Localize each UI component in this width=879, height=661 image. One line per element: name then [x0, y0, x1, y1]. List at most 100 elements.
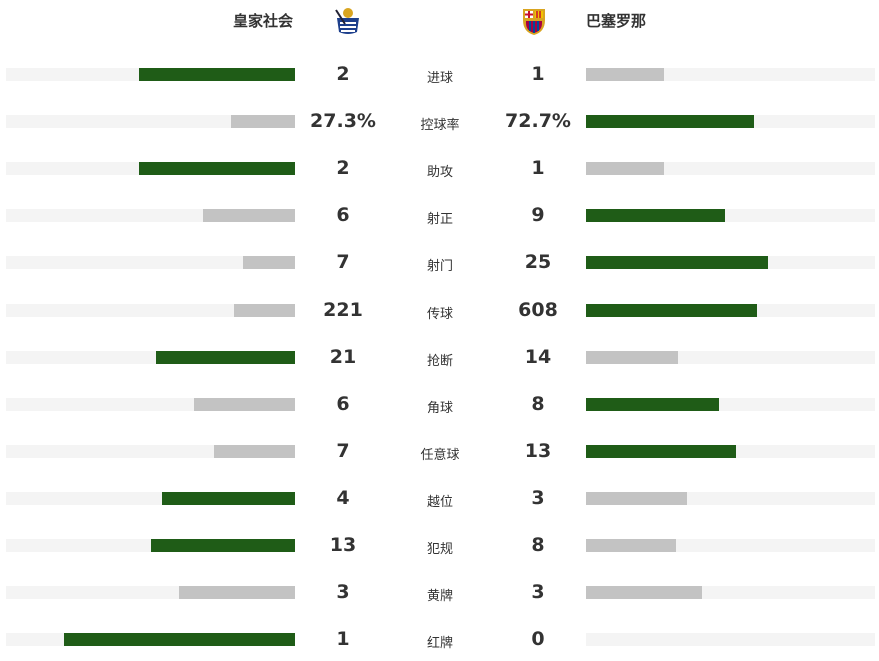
barcelona-logo-icon [523, 9, 545, 35]
home-value: 6 [336, 392, 350, 415]
home-value: 221 [323, 298, 363, 321]
away-bar-fill [586, 539, 676, 552]
home-value: 2 [336, 157, 350, 180]
home-bar-fill [202, 209, 295, 223]
home-value: 3 [336, 581, 350, 604]
home-value: 1 [336, 628, 350, 651]
away-bar-track [586, 162, 875, 176]
away-value: 3 [531, 486, 545, 509]
stat-label: 控球率 [420, 118, 460, 134]
away-bar-track [586, 209, 875, 223]
away-bar-track [586, 68, 875, 81]
away-bar-track [586, 350, 875, 364]
home-value: 27.3% [310, 110, 376, 133]
away-value: 25 [524, 251, 552, 274]
stat-row: 6 射正 9 [0, 204, 879, 227]
away-team-name: 巴塞罗那 [586, 12, 647, 30]
stat-row: 3 黄牌 3 [0, 581, 879, 605]
stat-row: 13 犯规 8 [0, 534, 879, 557]
away-value: 608 [518, 298, 558, 321]
stat-label: 助攻 [426, 165, 453, 181]
home-bar-fill [234, 303, 295, 317]
home-bar-fill [242, 256, 295, 270]
stat-label: 角球 [426, 400, 453, 416]
home-team-name: 皇家社会 [233, 12, 294, 30]
away-value: 14 [524, 345, 552, 368]
home-bar-fill [162, 491, 295, 505]
stat-row: 7 射门 25 [0, 251, 879, 274]
away-bar-fill [586, 586, 702, 600]
home-value: 4 [336, 486, 350, 509]
home-bar-fill [193, 397, 295, 411]
home-value: 7 [336, 439, 350, 462]
home-bar-track [6, 303, 295, 317]
real-sociedad-logo-icon [335, 8, 359, 34]
away-bar-fill [586, 115, 754, 129]
away-value: 9 [531, 204, 545, 227]
away-value: 3 [531, 581, 545, 604]
stat-row: 21 抢断 14 [0, 345, 879, 369]
home-value: 13 [329, 534, 357, 556]
away-value: 1 [531, 157, 545, 180]
home-bar-fill [179, 586, 295, 600]
away-bar-track [586, 303, 875, 317]
stat-row: 7 任意球 13 [0, 439, 879, 463]
home-value: 6 [336, 204, 350, 227]
home-bar-track [6, 350, 295, 364]
stat-label: 传球 [426, 306, 453, 322]
away-bar-fill [586, 397, 719, 411]
home-value: 7 [336, 251, 350, 274]
stat-row: 6 角球 8 [0, 392, 879, 416]
away-bar-fill [586, 444, 737, 458]
away-value: 0 [531, 628, 545, 651]
stat-label: 黄牌 [426, 589, 453, 605]
home-bar-fill [138, 162, 295, 176]
away-bar-track [586, 397, 875, 411]
stat-label: 红牌 [426, 636, 453, 652]
home-bar-track [6, 115, 295, 129]
home-bar-track [6, 162, 295, 176]
home-bar-track [6, 491, 295, 505]
stat-row: 2 助攻 1 [0, 157, 879, 181]
away-bar-track [586, 444, 875, 458]
home-bar-fill [138, 68, 295, 81]
home-bar-fill [156, 350, 295, 364]
away-bar-track [586, 256, 875, 270]
stat-row: 221 传球 608 [0, 298, 879, 322]
away-bar-fill [586, 256, 769, 270]
away-bar-fill [586, 209, 725, 223]
home-bar-track [6, 539, 295, 552]
away-value: 8 [531, 392, 545, 415]
home-bar-track [6, 256, 295, 270]
away-bar-fill [586, 68, 665, 81]
away-bar-track [586, 633, 875, 647]
home-value: 21 [329, 345, 357, 368]
stat-label: 犯规 [426, 542, 453, 557]
away-bar-track [586, 115, 875, 129]
home-bar-track [6, 633, 295, 647]
home-bar-fill [231, 115, 295, 129]
home-bar-fill [214, 444, 295, 458]
stat-row: 27.3% 控球率 72.7% [0, 110, 879, 134]
home-bar-track [6, 397, 295, 411]
stat-label: 抢断 [426, 353, 453, 369]
stat-label: 进球 [426, 71, 453, 86]
away-bar-fill [586, 162, 665, 176]
home-value: 2 [336, 63, 350, 85]
stat-row: 1 红牌 0 [0, 628, 879, 652]
away-bar-track [586, 491, 875, 505]
home-bar-track [6, 586, 295, 600]
away-value: 72.7% [505, 110, 571, 133]
away-bar-fill [586, 350, 679, 364]
home-bar-track [6, 444, 295, 458]
away-bar-fill [586, 491, 688, 505]
away-bar-track [586, 586, 875, 600]
away-value: 8 [531, 534, 545, 556]
home-bar-fill [63, 633, 295, 647]
home-bar-fill [150, 539, 295, 552]
stat-row: 2 进球 1 [0, 63, 879, 86]
away-value: 1 [531, 63, 545, 85]
away-bar-fill [586, 303, 757, 317]
stat-label: 任意球 [420, 447, 460, 463]
away-bar-track [586, 539, 875, 552]
